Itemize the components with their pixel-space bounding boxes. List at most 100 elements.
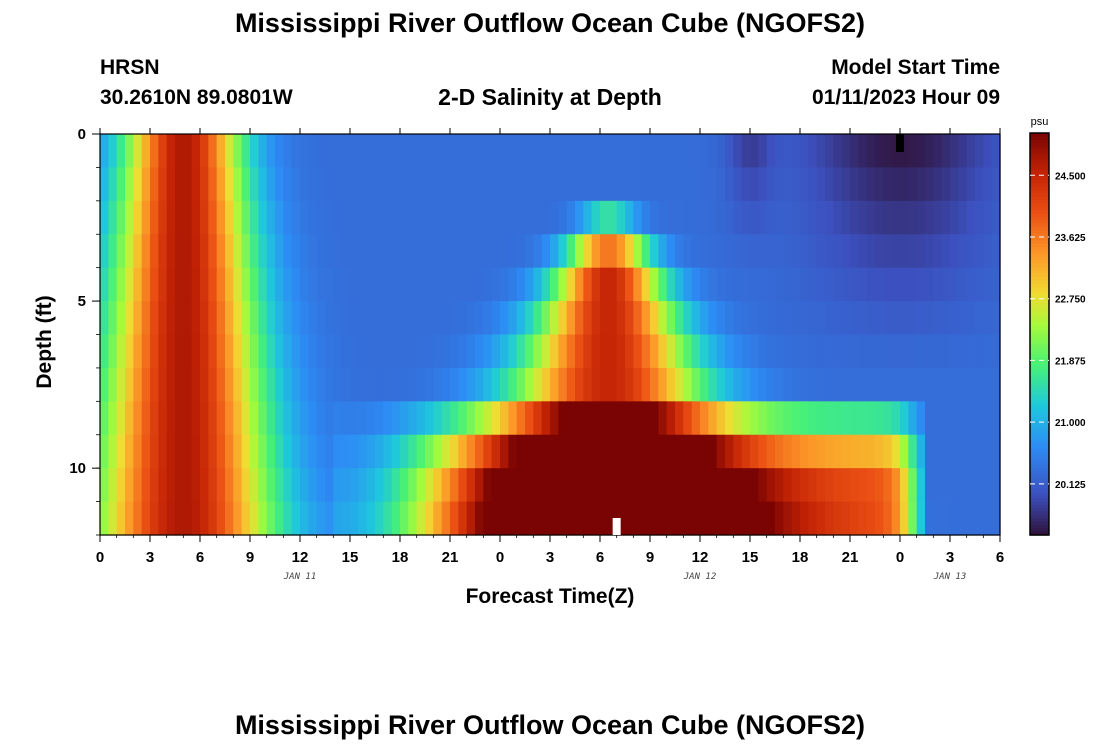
colorbar-swatch — [1030, 183, 1049, 188]
heatmap-cell — [758, 234, 768, 269]
heatmap-cell — [558, 267, 568, 302]
heatmap-cell — [233, 301, 243, 336]
heatmap-cell — [533, 134, 543, 169]
heatmap-cell — [216, 468, 226, 503]
heatmap-cell — [358, 234, 368, 269]
heatmap-cell — [166, 434, 176, 469]
heatmap-cell — [641, 334, 651, 369]
x-tick-label: 0 — [896, 549, 904, 566]
heatmap-cell — [383, 501, 393, 536]
heatmap-cell — [700, 501, 709, 536]
heatmap-cell — [433, 234, 443, 269]
heatmap-cell — [266, 134, 276, 169]
heatmap-cell — [425, 401, 434, 436]
heatmap-cell — [991, 468, 1001, 503]
heatmap-cell — [475, 234, 484, 269]
heatmap-cell — [675, 167, 684, 202]
heatmap-cell — [275, 334, 284, 369]
heatmap-cell — [316, 367, 326, 402]
heatmap-cell — [958, 301, 968, 336]
heatmap-cell — [850, 501, 859, 536]
model-start-label: Model Start Time — [831, 56, 1000, 79]
heatmap-cell — [650, 200, 659, 235]
heatmap-cell — [416, 301, 426, 336]
colorbar-swatch — [1030, 320, 1049, 325]
heatmap-cell — [566, 501, 576, 536]
heatmap-cell — [808, 134, 818, 169]
heatmap-cell — [875, 200, 884, 235]
heatmap-cell — [775, 434, 784, 469]
plot-subtitle: 2-D Salinity at Depth — [438, 84, 662, 110]
heatmap-cell — [425, 200, 434, 235]
heatmap-cell — [916, 234, 926, 269]
heatmap-cell — [808, 301, 818, 336]
x-tick-label: 21 — [442, 549, 459, 566]
heatmap-cell — [841, 301, 851, 336]
colorbar-swatch — [1030, 478, 1049, 482]
heatmap-cell — [650, 334, 659, 369]
heatmap-cell — [816, 501, 826, 536]
heatmap-cell — [466, 167, 476, 202]
heatmap-cell — [408, 501, 418, 536]
heatmap-cell — [758, 334, 768, 369]
heatmap-cell — [366, 367, 376, 402]
heatmap-cell — [891, 301, 901, 336]
heatmap-cell — [416, 234, 426, 269]
model-start-time: 01/11/2023 Hour 09 — [812, 86, 1000, 109]
heatmap-cell — [225, 367, 234, 402]
heatmap-cell — [125, 434, 134, 469]
heatmap-cell — [816, 134, 826, 169]
heatmap-cell — [191, 501, 201, 536]
heatmap-cell — [833, 167, 843, 202]
heatmap-cell — [833, 267, 843, 302]
heatmap-cell — [483, 501, 493, 536]
heatmap-cell — [566, 234, 576, 269]
heatmap-cell — [416, 267, 426, 302]
heatmap-cell — [133, 267, 143, 302]
bottom-marker — [612, 518, 621, 535]
heatmap-cell — [525, 167, 534, 202]
heatmap-cell — [791, 267, 801, 302]
heatmap-cell — [483, 167, 493, 202]
heatmap-cell — [725, 167, 734, 202]
heatmap-cell — [408, 434, 418, 469]
heatmap-cell — [258, 301, 268, 336]
heatmap-cell — [300, 501, 309, 536]
heatmap-cell — [675, 234, 684, 269]
heatmap-cell — [625, 301, 634, 336]
heatmap-cell — [308, 468, 318, 503]
heatmap-cell — [200, 501, 209, 536]
heatmap-cell — [450, 234, 459, 269]
heatmap-cell — [850, 301, 859, 336]
heatmap-cell — [783, 401, 793, 436]
heatmap-cell — [533, 267, 543, 302]
heatmap-cell — [850, 134, 859, 169]
heatmap-cell — [675, 134, 684, 169]
heatmap-cell — [358, 301, 368, 336]
heatmap-cell — [108, 401, 118, 436]
heatmap-cell — [225, 134, 234, 169]
heatmap-cell — [191, 134, 201, 169]
heatmap-cell — [100, 367, 109, 402]
heatmap-cell — [550, 367, 559, 402]
heatmap-cell — [425, 301, 434, 336]
heatmap-cell — [425, 468, 434, 503]
heatmap-cell — [641, 301, 651, 336]
heatmap-cell — [775, 367, 784, 402]
heatmap-cell — [833, 301, 843, 336]
heatmap-cell — [758, 167, 768, 202]
heatmap-cell — [116, 401, 126, 436]
heatmap-cell — [541, 200, 551, 235]
heatmap-cell — [491, 434, 501, 469]
heatmap-cell — [641, 468, 651, 503]
heatmap-cell — [916, 334, 926, 369]
station-coordinates: 30.2610N 89.0801W — [100, 86, 293, 109]
heatmap-cell — [516, 134, 526, 169]
heatmap-cell — [533, 401, 543, 436]
heatmap-cell — [833, 367, 843, 402]
heatmap-cell — [483, 301, 493, 336]
heatmap-cell — [958, 234, 968, 269]
heatmap-cell — [350, 234, 359, 269]
heatmap-cell — [908, 401, 918, 436]
heatmap-cell — [158, 134, 168, 169]
